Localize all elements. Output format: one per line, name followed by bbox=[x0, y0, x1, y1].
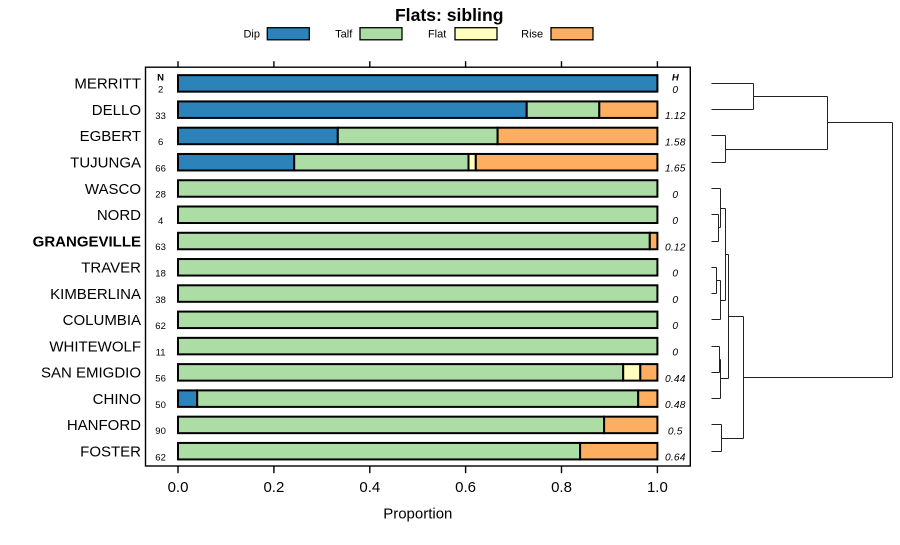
svg-text:Flat: Flat bbox=[428, 28, 446, 40]
svg-text:4: 4 bbox=[158, 216, 163, 227]
svg-text:0.2: 0.2 bbox=[263, 479, 284, 496]
svg-text:N: N bbox=[157, 73, 164, 84]
svg-text:WASCO: WASCO bbox=[85, 181, 141, 198]
svg-text:1.12: 1.12 bbox=[665, 111, 686, 122]
svg-text:0.6: 0.6 bbox=[455, 479, 476, 496]
svg-text:WHITEWOLF: WHITEWOLF bbox=[49, 338, 141, 355]
svg-text:66: 66 bbox=[155, 163, 166, 174]
svg-text:1.0: 1.0 bbox=[647, 479, 668, 496]
svg-text:0.64: 0.64 bbox=[665, 453, 686, 464]
svg-text:SAN EMIGDIO: SAN EMIGDIO bbox=[41, 365, 141, 382]
svg-text:0.12: 0.12 bbox=[665, 242, 686, 253]
svg-text:62: 62 bbox=[155, 321, 166, 332]
svg-text:Talf: Talf bbox=[335, 28, 353, 40]
svg-text:Rise: Rise bbox=[521, 28, 543, 40]
svg-text:63: 63 bbox=[155, 242, 166, 253]
svg-text:90: 90 bbox=[155, 426, 166, 437]
svg-text:MERRITT: MERRITT bbox=[74, 76, 141, 93]
svg-text:33: 33 bbox=[155, 111, 166, 122]
svg-text:11: 11 bbox=[156, 347, 166, 358]
svg-text:CHINO: CHINO bbox=[93, 391, 141, 408]
svg-text:Dip: Dip bbox=[243, 28, 260, 40]
svg-text:38: 38 bbox=[155, 295, 166, 306]
svg-text:0.5: 0.5 bbox=[668, 426, 683, 437]
svg-text:28: 28 bbox=[155, 190, 166, 201]
svg-text:18: 18 bbox=[155, 269, 166, 280]
svg-text:1.58: 1.58 bbox=[665, 137, 686, 148]
svg-text:0.48: 0.48 bbox=[665, 400, 686, 411]
svg-text:GRANGEVILLE: GRANGEVILLE bbox=[33, 233, 141, 250]
svg-text:EGBERT: EGBERT bbox=[80, 128, 141, 145]
svg-text:2: 2 bbox=[158, 85, 163, 96]
svg-text:1.65: 1.65 bbox=[665, 164, 686, 175]
svg-text:56: 56 bbox=[155, 374, 166, 385]
svg-text:0: 0 bbox=[672, 216, 678, 227]
svg-text:TRAVER: TRAVER bbox=[81, 260, 141, 277]
svg-text:0.4: 0.4 bbox=[359, 479, 380, 496]
svg-text:0: 0 bbox=[672, 85, 678, 96]
svg-text:0.44: 0.44 bbox=[665, 374, 686, 385]
svg-text:H: H bbox=[672, 72, 680, 83]
svg-text:KIMBERLINA: KIMBERLINA bbox=[50, 286, 141, 303]
svg-text:6: 6 bbox=[158, 137, 163, 148]
svg-text:0: 0 bbox=[672, 321, 678, 332]
svg-text:COLUMBIA: COLUMBIA bbox=[63, 312, 141, 329]
svg-text:TUJUNGA: TUJUNGA bbox=[70, 155, 141, 172]
svg-text:0: 0 bbox=[672, 190, 678, 201]
svg-text:Flats: sibling: Flats: sibling bbox=[395, 5, 504, 25]
svg-text:62: 62 bbox=[155, 452, 166, 463]
svg-text:0: 0 bbox=[672, 348, 678, 359]
svg-text:NORD: NORD bbox=[97, 207, 141, 224]
svg-text:0: 0 bbox=[672, 295, 678, 306]
svg-text:DELLO: DELLO bbox=[92, 102, 141, 119]
svg-text:0.8: 0.8 bbox=[551, 479, 572, 496]
svg-text:Proportion: Proportion bbox=[383, 506, 452, 523]
svg-text:HANFORD: HANFORD bbox=[67, 417, 141, 434]
svg-text:0.0: 0.0 bbox=[168, 479, 189, 496]
svg-text:50: 50 bbox=[155, 400, 166, 411]
svg-text:FOSTER: FOSTER bbox=[80, 444, 141, 461]
svg-text:0: 0 bbox=[672, 269, 678, 280]
